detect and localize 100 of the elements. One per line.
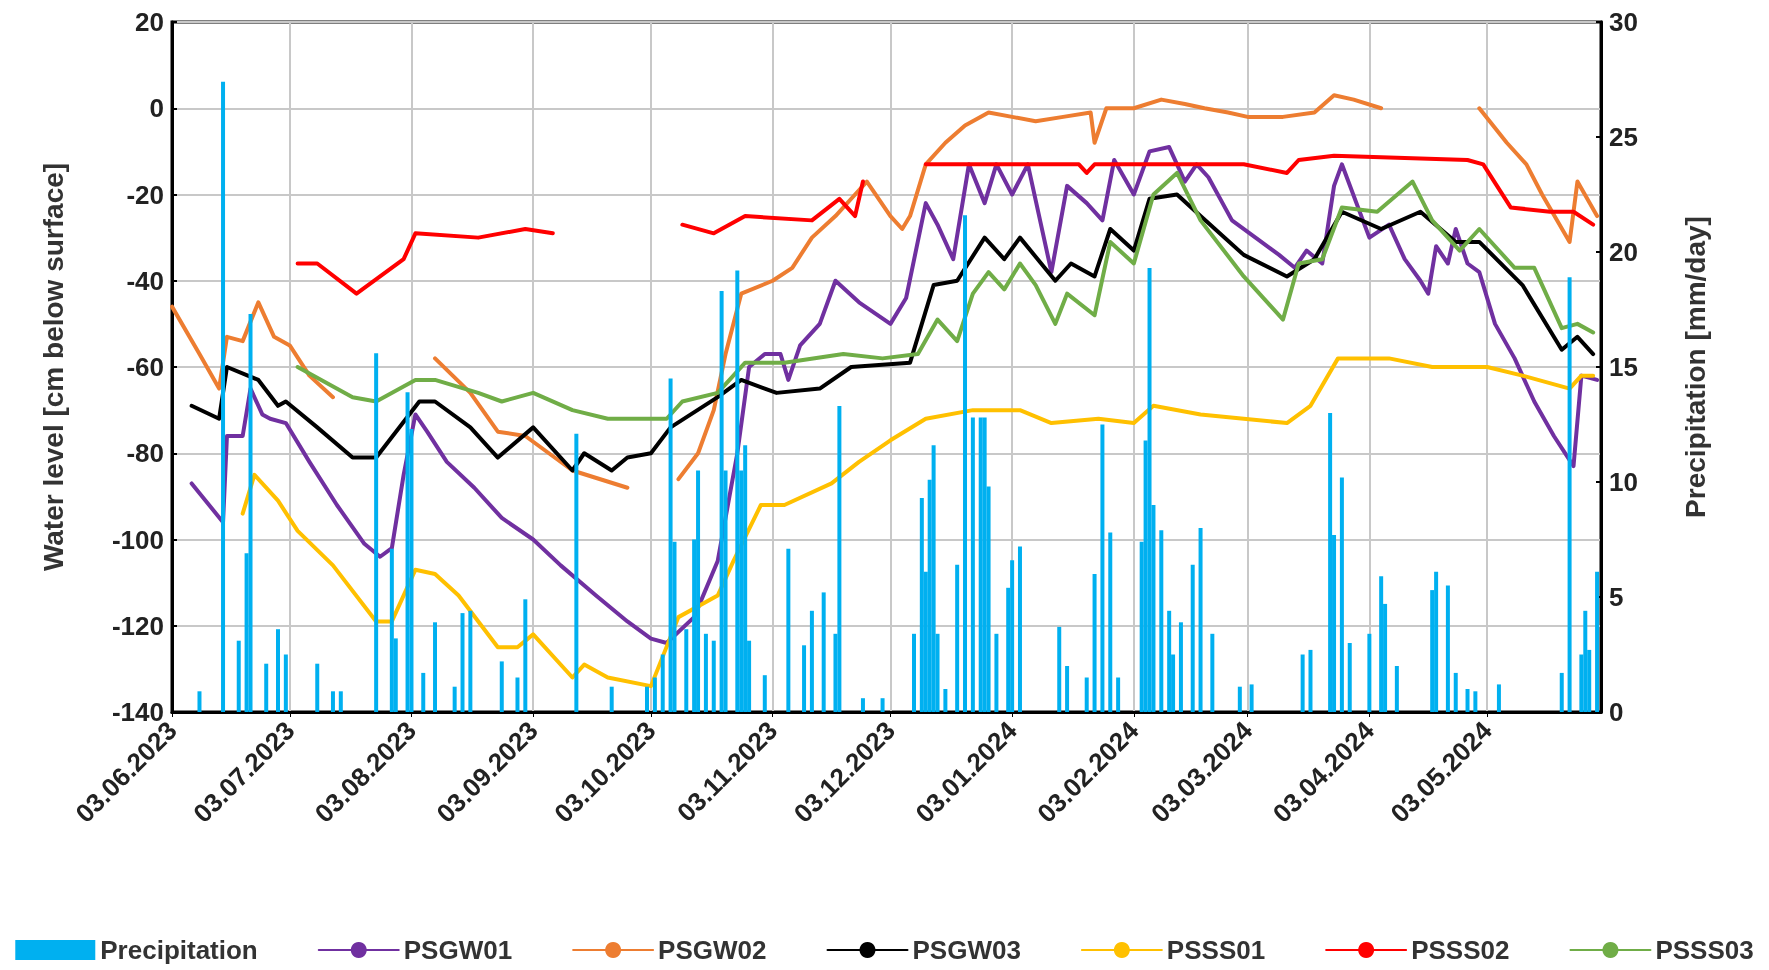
bar [652,677,657,712]
y2-tick-label: 10 [1609,467,1638,497]
y-tick-label: -20 [126,179,164,210]
bar [911,633,916,712]
bar [919,498,924,712]
bar [1308,649,1313,712]
bar [283,654,288,712]
legend-label: PSSS02 [1411,935,1510,965]
bar [1583,610,1588,712]
line-series [295,170,1596,421]
bar [1434,571,1439,712]
bar [1249,684,1254,712]
bar [696,470,701,712]
bar [1167,610,1172,712]
bar [1108,532,1113,712]
bar [963,215,968,712]
bar [421,672,426,712]
bar [236,640,241,712]
y-tick-label: 0 [149,93,164,124]
bar [1092,574,1097,712]
bar [1328,413,1333,712]
bar [684,629,689,712]
bar [735,270,740,712]
bar [374,353,379,712]
bar [1237,686,1242,712]
bar [460,613,465,712]
y-axis-title: Water level [cm below surface] [37,162,69,572]
bar [1339,477,1344,712]
y-tick-label: -40 [126,265,164,296]
bar [468,610,473,712]
legend-label: PSGW01 [403,935,513,965]
bar [1010,560,1015,712]
bar [931,445,936,712]
bar [1453,672,1458,712]
bar [786,548,791,712]
y2-tick-label: 20 [1609,237,1638,267]
line-series [240,356,1596,689]
bar [1210,633,1215,712]
bar [1559,672,1564,712]
bar [711,640,716,712]
legend-label: PSSS03 [1655,935,1754,965]
bar [802,645,807,712]
bar [609,686,614,712]
bar [1367,633,1372,712]
bar [1300,654,1305,712]
bar [1190,564,1195,712]
bar [499,661,504,712]
legend-label: Precipitation [100,935,258,965]
bar [1017,546,1022,712]
y2-tick-label: 0 [1609,697,1624,727]
bar [668,378,673,712]
bar [762,675,767,712]
bar [1496,684,1501,712]
bar [943,689,948,712]
bar [433,622,438,712]
legend-label: PSGW03 [912,935,1021,965]
bar [1473,691,1478,712]
bar [248,314,253,712]
y2-axis-title: Precipitation [mm/day] [1679,216,1711,518]
y-tick-label: -120 [111,610,164,641]
bar [809,610,814,712]
y2-tick-label: 5 [1609,582,1624,612]
bar [978,417,983,712]
bar [1465,689,1470,712]
bar [719,291,724,712]
y-tick-label: -80 [126,438,164,469]
bar [389,548,394,712]
bar [1394,666,1399,712]
y2-tick-label: 30 [1609,7,1638,37]
bar [994,633,999,712]
legend-label: PSGW02 [658,935,767,965]
bar [970,417,975,712]
bar [1567,277,1572,712]
bar [1065,666,1070,712]
y2-tick-label: 25 [1609,122,1638,152]
bar [221,81,226,712]
bar [338,691,343,712]
bar [574,433,579,712]
bar [330,691,335,712]
bar [515,677,520,712]
bar [315,663,320,712]
y-tick-label: -60 [126,352,164,382]
bar [197,691,202,712]
bar [743,445,748,712]
bar [821,592,826,712]
bar [1379,576,1384,712]
bar [1116,677,1121,712]
bar [860,698,865,712]
bar [1198,528,1203,712]
bar [1100,424,1105,712]
bar [837,406,842,712]
bar [703,633,708,712]
bar [645,686,650,712]
bar [1445,585,1450,712]
bar [1159,530,1164,712]
legend-label: PSSS01 [1166,935,1266,965]
y2-tick-label: 15 [1609,352,1638,382]
bar [955,564,960,712]
y-tick-label: -100 [111,524,164,555]
bar [1347,643,1352,712]
